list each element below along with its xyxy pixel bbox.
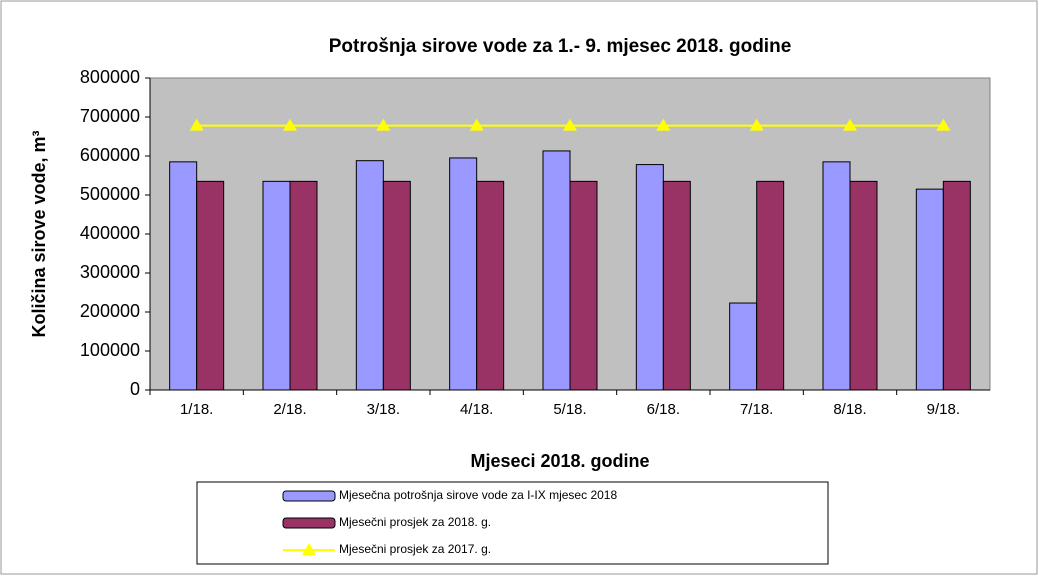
marker (843, 118, 857, 131)
x-tick-label: 5/18. (553, 401, 586, 418)
bar (849, 180, 878, 391)
bar (262, 180, 291, 391)
y-axis-label: Količina sirove vode, m³ (29, 130, 49, 337)
marker (563, 118, 577, 131)
marker (936, 118, 951, 131)
bar (915, 188, 944, 391)
bar (449, 157, 478, 391)
bar (382, 180, 411, 391)
x-tick-label: 6/18. (647, 401, 680, 418)
bar (822, 161, 851, 391)
x-tick-label: 1/18. (180, 401, 213, 418)
x-axis-label: Mjeseci 2018. godine (470, 451, 649, 471)
bar (662, 180, 691, 391)
legend-marker (302, 543, 316, 555)
x-tick-label: 9/18. (927, 401, 960, 418)
bar (635, 164, 664, 391)
legend-swatch (282, 490, 336, 502)
marker (656, 118, 671, 131)
chart-title: Potrošnja sirove vode za 1.- 9. mjesec 2… (329, 36, 792, 57)
y-tick-label: 500000 (80, 184, 140, 204)
legend-label: Mjesečni prosjek za 2017. g. (339, 542, 491, 556)
bar (756, 180, 785, 391)
y-tick-label: 300000 (80, 262, 140, 282)
x-tick-label: 2/18. (273, 401, 306, 418)
bar (289, 180, 318, 391)
x-tick-label: 4/18. (460, 401, 493, 418)
x-tick-label: 7/18. (740, 401, 773, 418)
bar (196, 180, 225, 391)
marker (189, 118, 204, 131)
x-tick-label: 8/18. (833, 401, 866, 418)
legend-swatch (282, 517, 336, 529)
marker (283, 118, 297, 131)
x-tick-label: 3/18. (367, 401, 400, 418)
y-tick-label: 600000 (80, 145, 140, 165)
marker (749, 118, 764, 131)
legend-label: Mjesečna potrošnja sirove vode za I-IX m… (339, 488, 617, 502)
bar (569, 180, 598, 391)
bar (729, 302, 758, 391)
y-tick-label: 800000 (80, 67, 140, 87)
bar (542, 150, 571, 391)
marker (376, 118, 391, 131)
y-tick-label: 100000 (80, 340, 140, 360)
bar (476, 180, 505, 391)
marker (469, 118, 484, 131)
bar (169, 161, 198, 391)
y-tick-label: 700000 (80, 106, 140, 126)
y-tick-label: 0 (130, 379, 140, 399)
y-tick-label: 200000 (80, 301, 140, 321)
legend-label: Mjesečni prosjek za 2018. g. (339, 515, 491, 529)
y-tick-label: 400000 (80, 223, 140, 243)
bar (355, 160, 384, 391)
bar (942, 180, 971, 391)
